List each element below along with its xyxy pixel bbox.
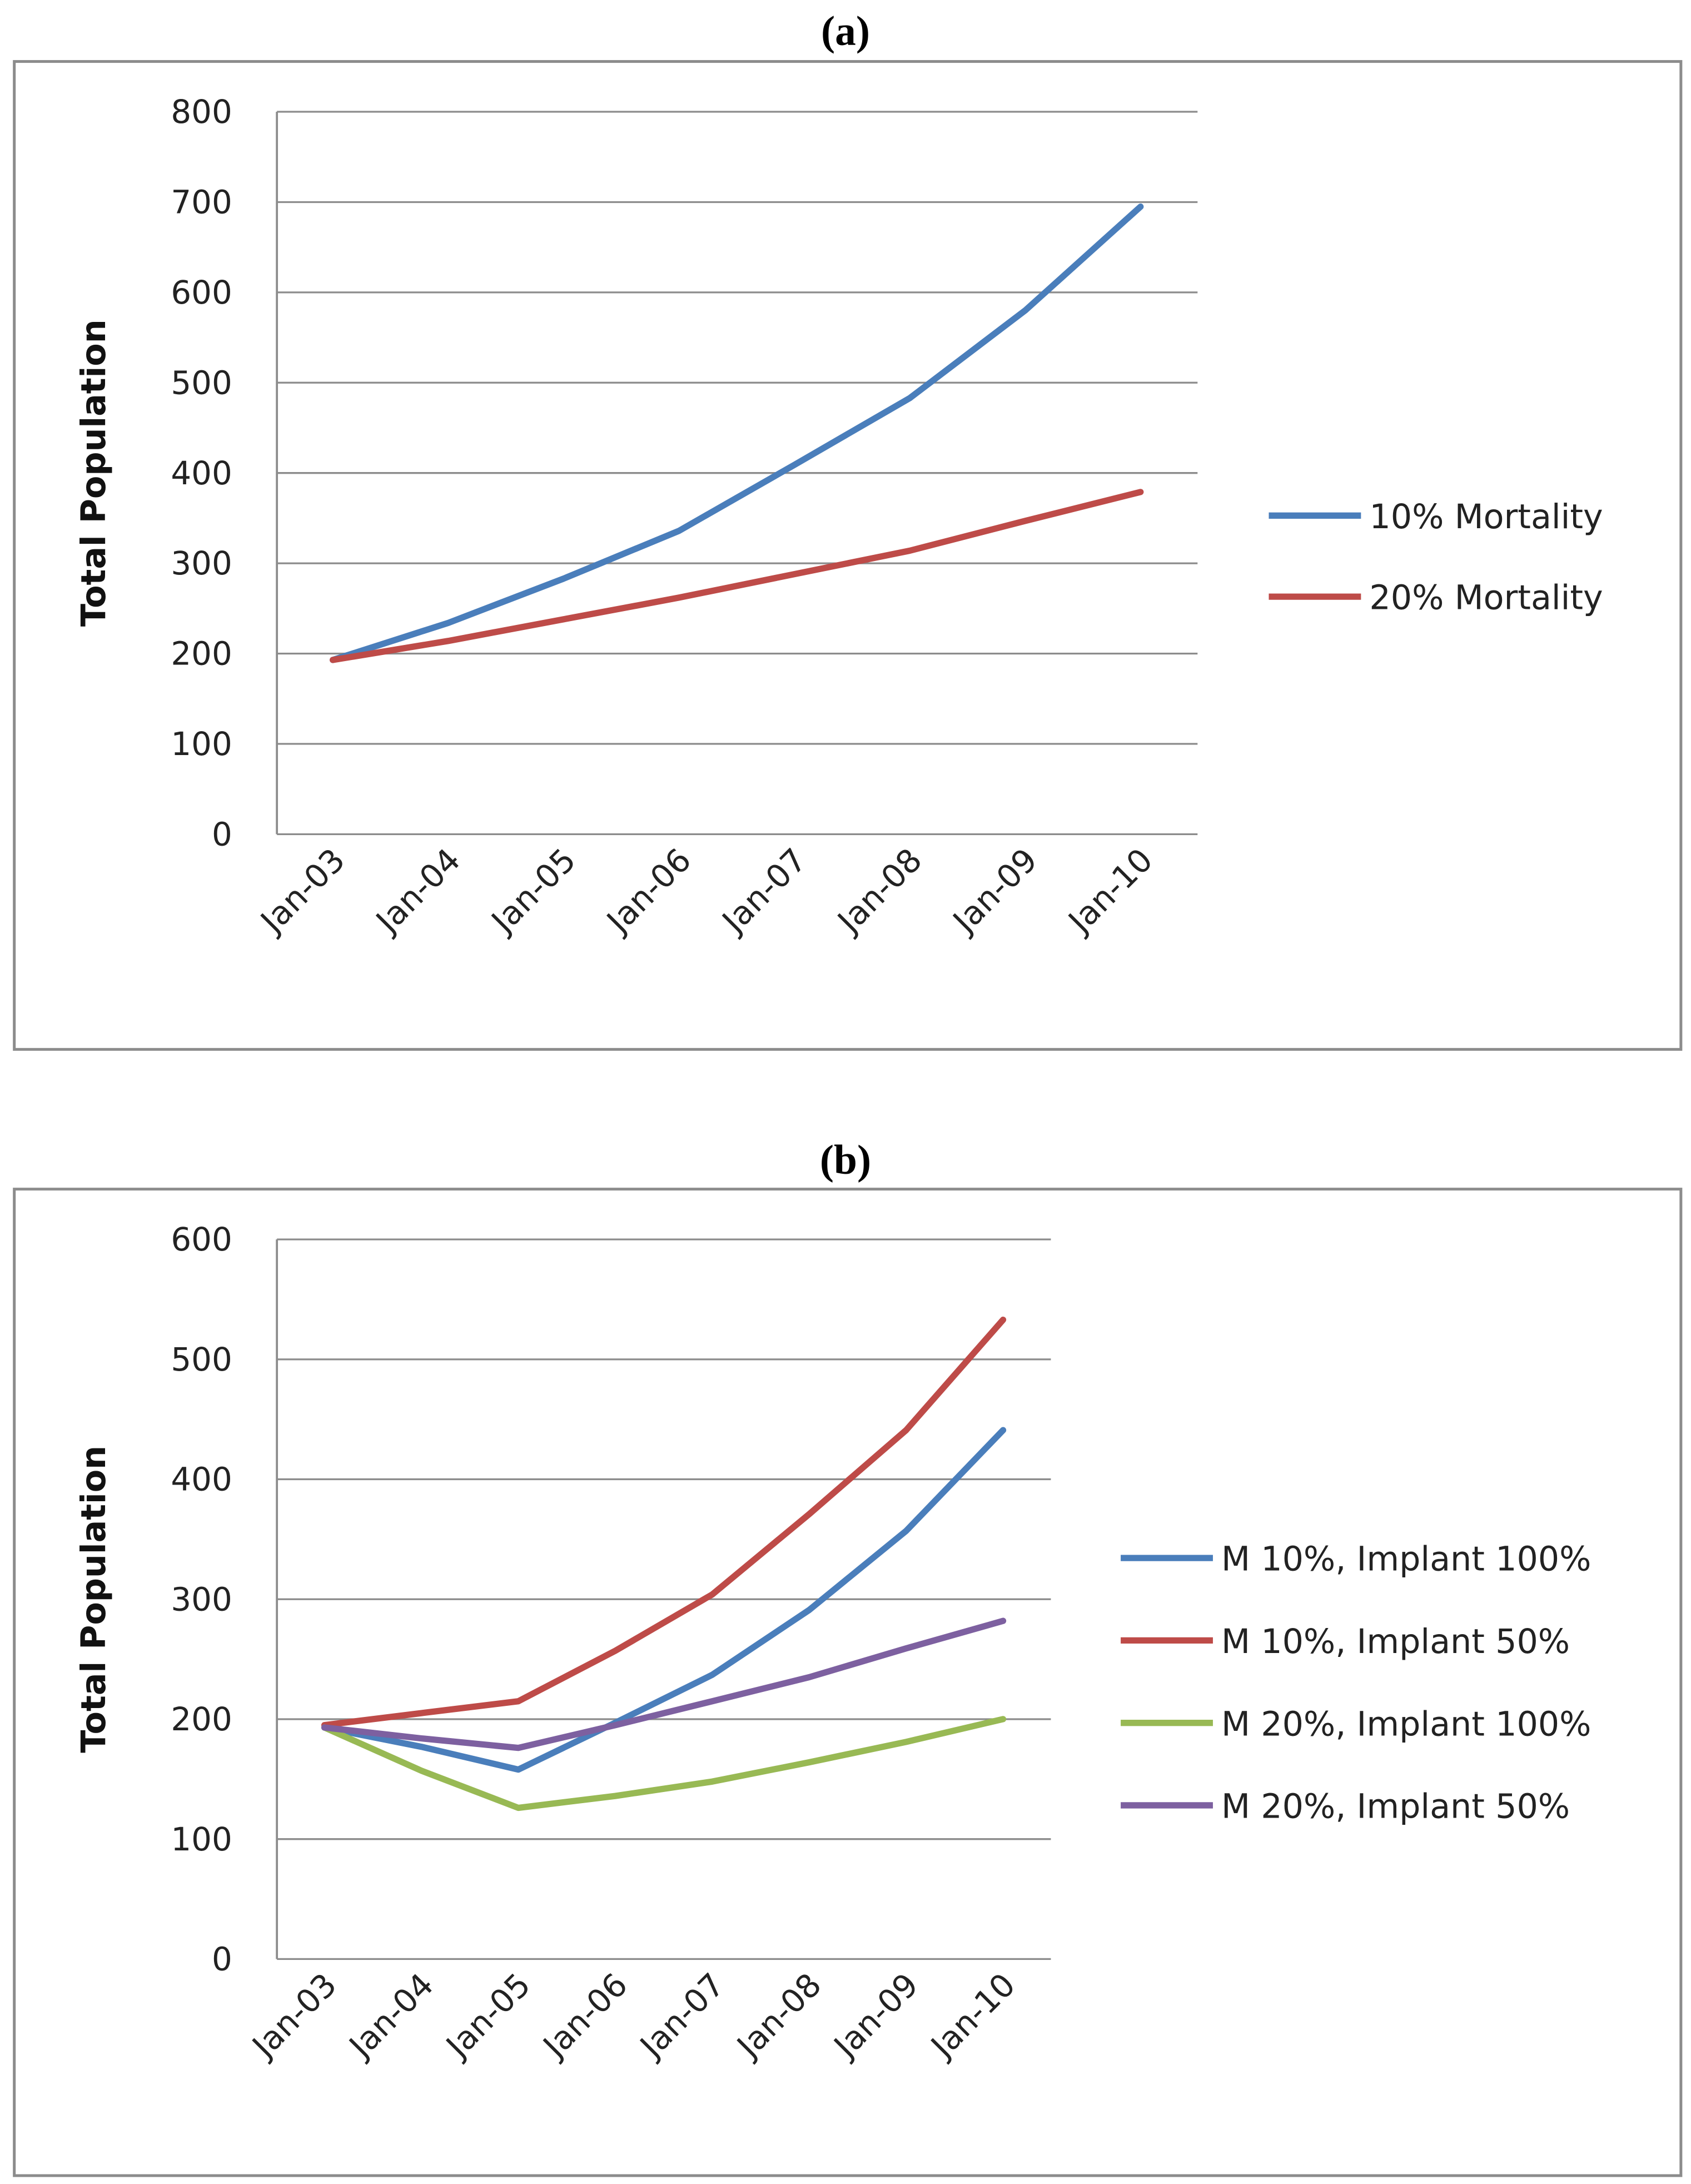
x-tick-label: Jan-04 xyxy=(367,841,467,941)
legend-label: M 20%, Implant 50% xyxy=(1221,1788,1570,1826)
panel-label: (b) xyxy=(820,1137,871,1183)
x-tick-label: Jan-08 xyxy=(729,1965,829,2066)
data-point xyxy=(906,1648,907,1649)
y-axis-label: Total Population xyxy=(74,1446,113,1753)
legend-label: M 10%, Implant 50% xyxy=(1221,1622,1570,1661)
data-point xyxy=(712,1594,713,1595)
data-point xyxy=(421,1770,422,1771)
x-tick-label: Jan-09 xyxy=(825,1965,926,2066)
y-tick-label: 100 xyxy=(171,725,232,763)
data-point xyxy=(1024,520,1026,522)
data-point xyxy=(1024,310,1026,311)
y-tick-label: 600 xyxy=(171,1220,232,1258)
x-tick-label: Jan-10 xyxy=(923,1965,1023,2066)
y-tick-label: 400 xyxy=(171,454,232,492)
legend-label: M 10%, Implant 100% xyxy=(1221,1540,1591,1579)
x-tick-label: Jan-03 xyxy=(252,841,352,941)
data-point xyxy=(906,1741,907,1743)
data-point xyxy=(909,550,910,551)
series-line-1 xyxy=(330,489,1144,663)
y-tick-label: 100 xyxy=(171,1820,232,1858)
y-tick-label: 0 xyxy=(212,1940,232,1978)
y-tick-label: 300 xyxy=(171,544,232,582)
data-point xyxy=(448,641,449,642)
x-tick-label: Jan-08 xyxy=(829,841,929,941)
x-tick-label: Jan-03 xyxy=(244,1965,344,2066)
series-line-2 xyxy=(321,1716,1007,1811)
y-tick-label: 200 xyxy=(171,1700,232,1738)
series-line-3 xyxy=(321,1617,1007,1751)
x-tick-label: Jan-10 xyxy=(1060,841,1160,941)
y-tick-label: 300 xyxy=(171,1580,232,1618)
data-point xyxy=(332,659,333,661)
y-tick-label: 600 xyxy=(171,274,232,311)
x-tick-label: Jan-07 xyxy=(631,1965,732,2066)
series-line-0 xyxy=(321,1427,1007,1773)
y-tick-label: 500 xyxy=(171,1341,232,1378)
y-tick-label: 200 xyxy=(171,635,232,673)
chart-panel-a: (a) 0 100 200 300 400 500 600 700 800 Total Popula… xyxy=(13,8,1683,1051)
panel-label: (a) xyxy=(821,8,870,54)
legend-label: 20% Mortality xyxy=(1369,579,1603,618)
legend-label: M 20%, Implant 100% xyxy=(1221,1705,1591,1744)
data-point xyxy=(615,1725,616,1726)
x-tick-label: Jan-06 xyxy=(599,841,699,941)
data-point xyxy=(909,398,910,399)
chart-panel-b: (b) 0 100 200 300 400 500 600 Total Population Ja… xyxy=(13,1137,1683,2177)
y-tick-label: 500 xyxy=(171,364,232,401)
x-tick-label: Jan-09 xyxy=(944,841,1045,941)
legend-label: 10% Mortality xyxy=(1369,498,1603,537)
data-point xyxy=(421,1746,422,1747)
x-tick-label: Jan-07 xyxy=(714,841,814,941)
chart-border xyxy=(13,60,1683,1051)
chart-border xyxy=(13,1188,1683,2177)
y-axis-label: Total Population xyxy=(74,319,113,627)
data-point xyxy=(518,1769,519,1770)
series-line-0 xyxy=(330,203,1144,663)
series-line-1 xyxy=(321,1316,1007,1729)
data-point xyxy=(421,1713,422,1714)
x-tick-label: Jan-06 xyxy=(535,1965,635,2066)
x-tick-label: Jan-05 xyxy=(483,841,583,941)
y-tick-label: 700 xyxy=(171,183,232,221)
x-tick-label: Jan-05 xyxy=(438,1965,538,2066)
y-tick-label: 400 xyxy=(171,1461,232,1498)
data-point xyxy=(712,1781,713,1782)
y-tick-label: 0 xyxy=(212,815,232,853)
x-tick-label: Jan-04 xyxy=(341,1965,441,2066)
data-point xyxy=(421,1738,422,1739)
y-tick-label: 800 xyxy=(171,93,232,131)
data-point xyxy=(906,1429,907,1431)
